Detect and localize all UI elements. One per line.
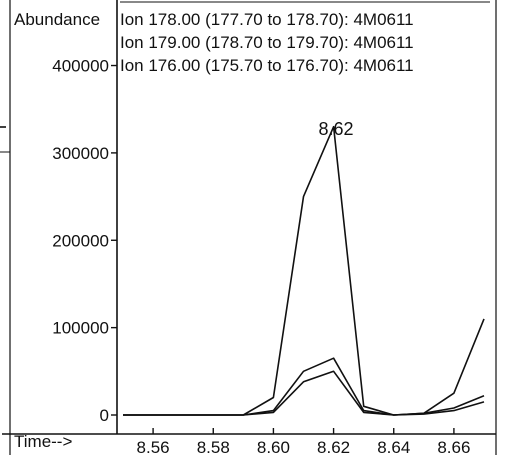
legend-entry-1: Ion 178.00 (177.70 to 178.70): 4M0611 bbox=[120, 10, 414, 29]
legend-entry-3: Ion 176.00 (175.70 to 176.70): 4M0611 bbox=[120, 56, 414, 75]
y-tick-label: 400000 bbox=[52, 57, 109, 76]
series-line-1 bbox=[123, 125, 485, 416]
x-tick-label: 8.56 bbox=[137, 438, 170, 457]
y-tick-label: 300000 bbox=[52, 144, 109, 163]
y-tick-label: 0 bbox=[100, 406, 109, 425]
x-tick-label: 8.62 bbox=[317, 438, 350, 457]
x-tick-label: 8.58 bbox=[197, 438, 230, 457]
y-tick-label: 100000 bbox=[52, 319, 109, 338]
chart-labels: Abundance Time--> Ion 178.00 (177.70 to … bbox=[14, 10, 414, 451]
chart-frame bbox=[0, 0, 497, 455]
series-line-2 bbox=[123, 357, 485, 416]
x-axis-ticks: 8.56 8.58 8.60 8.62 8.64 8.66 bbox=[137, 428, 470, 457]
y-tick-label: 200000 bbox=[52, 231, 109, 250]
series-line-3 bbox=[123, 370, 485, 416]
peak-label: 8.62 bbox=[318, 119, 353, 139]
x-tick-label: 8.66 bbox=[437, 438, 470, 457]
x-tick-label: 8.60 bbox=[257, 438, 290, 457]
y-axis-title: Abundance bbox=[14, 10, 100, 29]
x-axis-title: Time--> bbox=[14, 432, 72, 451]
legend-entry-2: Ion 179.00 (178.70 to 179.70): 4M0611 bbox=[120, 33, 414, 52]
x-tick-label: 8.64 bbox=[377, 438, 410, 457]
series-lines bbox=[123, 125, 485, 416]
y-axis-ticks: 0 100000 200000 300000 400000 bbox=[52, 57, 117, 425]
